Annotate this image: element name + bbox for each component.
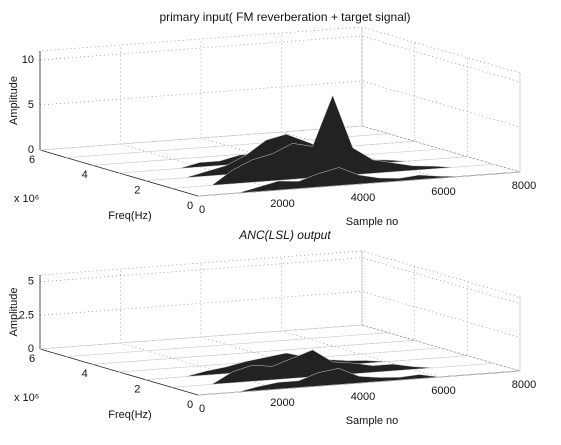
- y-tick-label: 0: [187, 399, 193, 411]
- y-grid-line: [39, 27, 363, 151]
- y-multiplier: x 10⁶: [14, 392, 39, 404]
- y-tick-label: 4: [82, 169, 88, 181]
- z-grid-line: [39, 257, 521, 305]
- z-axis-label: Amplitude: [8, 76, 20, 125]
- surface-row: [66, 332, 389, 357]
- x-tick-label: 0: [199, 204, 205, 216]
- x-tick-label: 4000: [351, 391, 375, 403]
- surface-row: [118, 347, 442, 373]
- x-axis-label: Sample no: [346, 415, 399, 427]
- wall-edge: [39, 250, 363, 350]
- surface-row: [171, 349, 494, 388]
- x-tick-label: 8000: [512, 180, 536, 192]
- wall-edge: [39, 26, 363, 151]
- y-grid-line: [39, 251, 363, 350]
- z-grid-line: [39, 80, 521, 128]
- wall-edge: [361, 250, 521, 372]
- y-tick-label: 0: [187, 200, 193, 212]
- wall-edge: [361, 26, 521, 173]
- z-tick-label: 5: [28, 99, 34, 111]
- surface-row: [92, 141, 415, 166]
- y-tick-label: 6: [29, 154, 35, 166]
- y-multiplier: x 10⁶: [14, 193, 39, 205]
- y-axis-label: Freq(Hz): [108, 409, 151, 421]
- z-tick-label: 5: [28, 276, 34, 288]
- chart-title: primary input( FM reverberation + target…: [159, 10, 410, 24]
- y-grid-line: [197, 297, 521, 396]
- x-tick-label: 6000: [431, 186, 455, 198]
- y-tick-label: 2: [134, 185, 140, 197]
- z-grid-line: [39, 35, 521, 83]
- z-axis-label: Amplitude: [8, 288, 20, 337]
- z-tick-label: 10: [22, 54, 34, 66]
- y-grid-line: [145, 281, 468, 380]
- y-tick-label: 6: [29, 353, 35, 365]
- surface-row: [39, 324, 363, 350]
- z-tick-label: 0: [28, 343, 34, 355]
- surface-row: [39, 125, 363, 151]
- surface-row: [171, 94, 494, 189]
- y-tick-label: 2: [134, 384, 140, 396]
- y-grid-line: [145, 57, 468, 181]
- x-tick-label: 2000: [270, 397, 294, 409]
- x-grid-line: [39, 51, 199, 197]
- z-tick-label: 2.5: [19, 309, 34, 321]
- y-grid-line: [92, 266, 415, 365]
- y-tick-label: 4: [82, 368, 88, 380]
- surface-row: [92, 340, 415, 365]
- z-grid-line: [39, 291, 521, 338]
- y-grid-line: [92, 42, 415, 166]
- x-tick-label: 0: [199, 403, 205, 415]
- y-axis-label: Freq(Hz): [108, 210, 151, 222]
- y-grid-line: [197, 73, 521, 197]
- surface-row: [66, 133, 389, 158]
- x-tick-label: 2000: [270, 198, 294, 210]
- x-tick-label: 4000: [351, 192, 375, 204]
- surface-row: [197, 167, 521, 197]
- x-tick-label: 8000: [512, 379, 536, 391]
- chart-title: ANC(LSL) output: [238, 228, 331, 242]
- x-axis-label: Sample no: [346, 216, 399, 228]
- x-grid-line: [361, 251, 521, 372]
- x-grid-line: [39, 275, 199, 396]
- x-grid-line: [361, 27, 521, 173]
- surface-row: [197, 368, 521, 396]
- z-tick-label: 0: [28, 144, 34, 156]
- x-tick-label: 6000: [431, 385, 455, 397]
